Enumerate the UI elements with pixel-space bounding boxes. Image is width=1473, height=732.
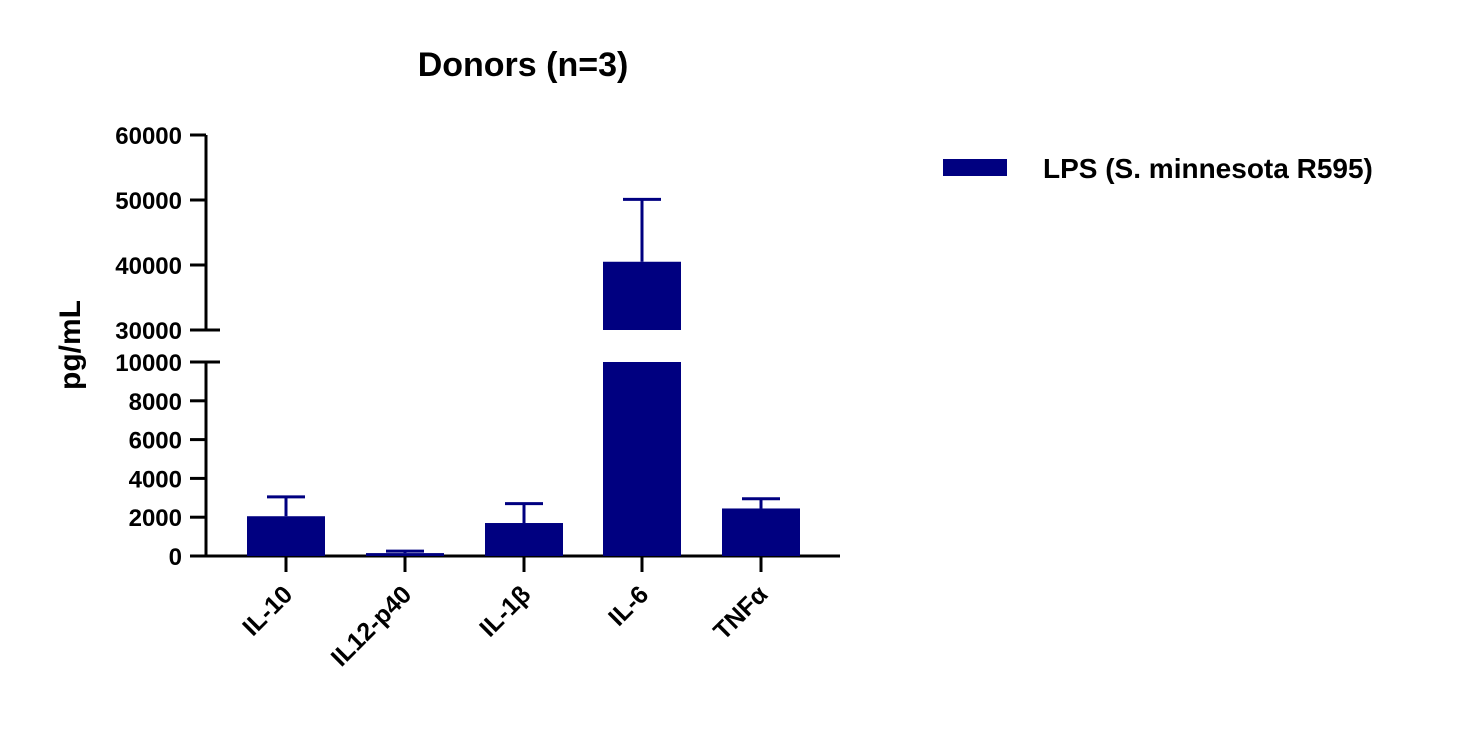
error-bars — [267, 197, 780, 554]
y-tick-label: 8000 — [129, 389, 182, 416]
bars — [247, 261, 800, 556]
bar — [603, 362, 681, 556]
axes — [190, 135, 840, 558]
legend: LPS (S. minnesota R595) — [943, 153, 1373, 184]
y-tick-label: 30000 — [115, 318, 182, 345]
x-tick-label: IL-10 — [237, 580, 298, 641]
bar — [247, 516, 325, 556]
y-tick-label: 0 — [169, 544, 182, 571]
bar — [603, 261, 681, 330]
y-tick-label: 40000 — [115, 253, 182, 280]
x-tick-label: IL-6 — [603, 580, 654, 631]
y-axis-label: pg/mL — [54, 300, 87, 390]
x-tick-label: IL-1β — [474, 580, 536, 642]
y-tick-label: 6000 — [129, 428, 182, 455]
x-tick-label: TNFα — [708, 580, 773, 645]
y-tick-label: 60000 — [115, 123, 182, 150]
y-axis-ticks: 0 2000 4000 6000 8000 10000 30000 40000 50000 600… — [115, 123, 220, 571]
y-tick-label: 10000 — [115, 350, 182, 377]
bar — [485, 523, 563, 556]
x-tick-label: IL12-p40 — [326, 580, 418, 672]
legend-label: LPS (S. minnesota R595) — [1043, 153, 1373, 184]
y-tick-label: 2000 — [129, 505, 182, 532]
y-tick-label: 4000 — [129, 466, 182, 493]
legend-swatch — [943, 159, 1007, 176]
chart-title: Donors (n=3) — [418, 46, 629, 84]
y-tick-label: 50000 — [115, 188, 182, 215]
bar — [366, 553, 444, 556]
x-axis-categories: IL-10 IL12-p40 IL-1β IL-6 TNFα — [237, 556, 774, 672]
bar — [722, 508, 800, 556]
